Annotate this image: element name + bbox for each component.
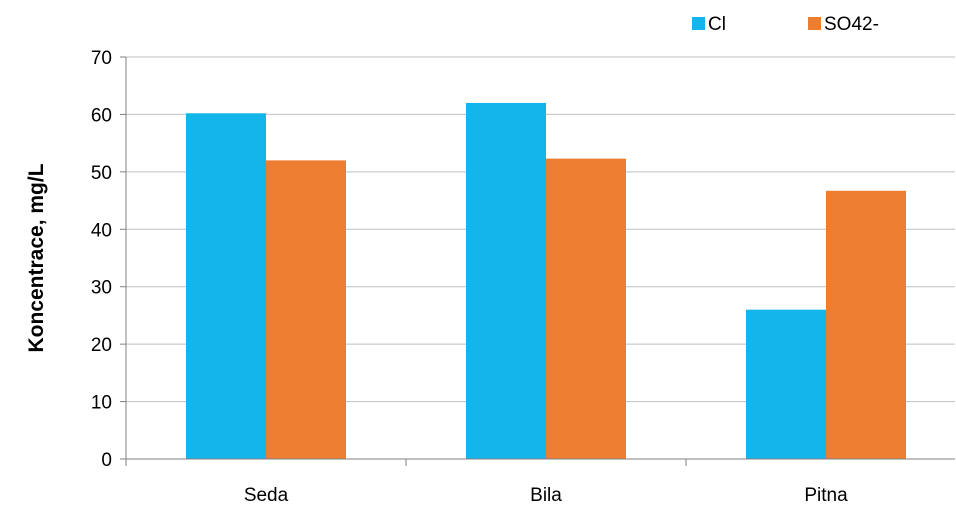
y-tick-label: 20 xyxy=(91,335,112,356)
bar-so42-pitna xyxy=(826,190,906,459)
y-tick-label: 40 xyxy=(91,220,112,241)
legend-label: Cl xyxy=(708,14,726,35)
y-tick-label: 30 xyxy=(91,278,112,299)
legend-swatch xyxy=(692,17,705,30)
y-tick-label: 50 xyxy=(91,163,112,184)
legend-label: SO42- xyxy=(824,14,879,35)
bar-cl-pitna xyxy=(746,309,826,459)
y-tick-label: 0 xyxy=(101,450,112,471)
y-tick-labels: 0 10 20 30 40 50 60 70 xyxy=(91,48,112,471)
legend: Cl SO42- xyxy=(692,14,879,35)
bar-so42-bila xyxy=(546,158,626,460)
legend-swatch xyxy=(808,17,821,30)
y-tick-label: 10 xyxy=(91,393,112,414)
x-tick-label: Bila xyxy=(530,485,562,506)
x-tick-label: Pitna xyxy=(804,485,848,506)
y-axis-title: Koncentrace, mg/L xyxy=(25,163,48,352)
x-tick-label: Seda xyxy=(244,485,289,506)
x-tick-labels: Seda Bila Pitna xyxy=(244,485,848,506)
bar-cl-seda xyxy=(186,113,266,459)
bars xyxy=(186,102,906,460)
bar-cl-bila xyxy=(466,102,546,459)
y-tick-label: 70 xyxy=(91,48,112,69)
y-tick-label: 60 xyxy=(91,105,112,126)
bar-so42-seda xyxy=(266,160,346,459)
axes xyxy=(120,56,955,466)
